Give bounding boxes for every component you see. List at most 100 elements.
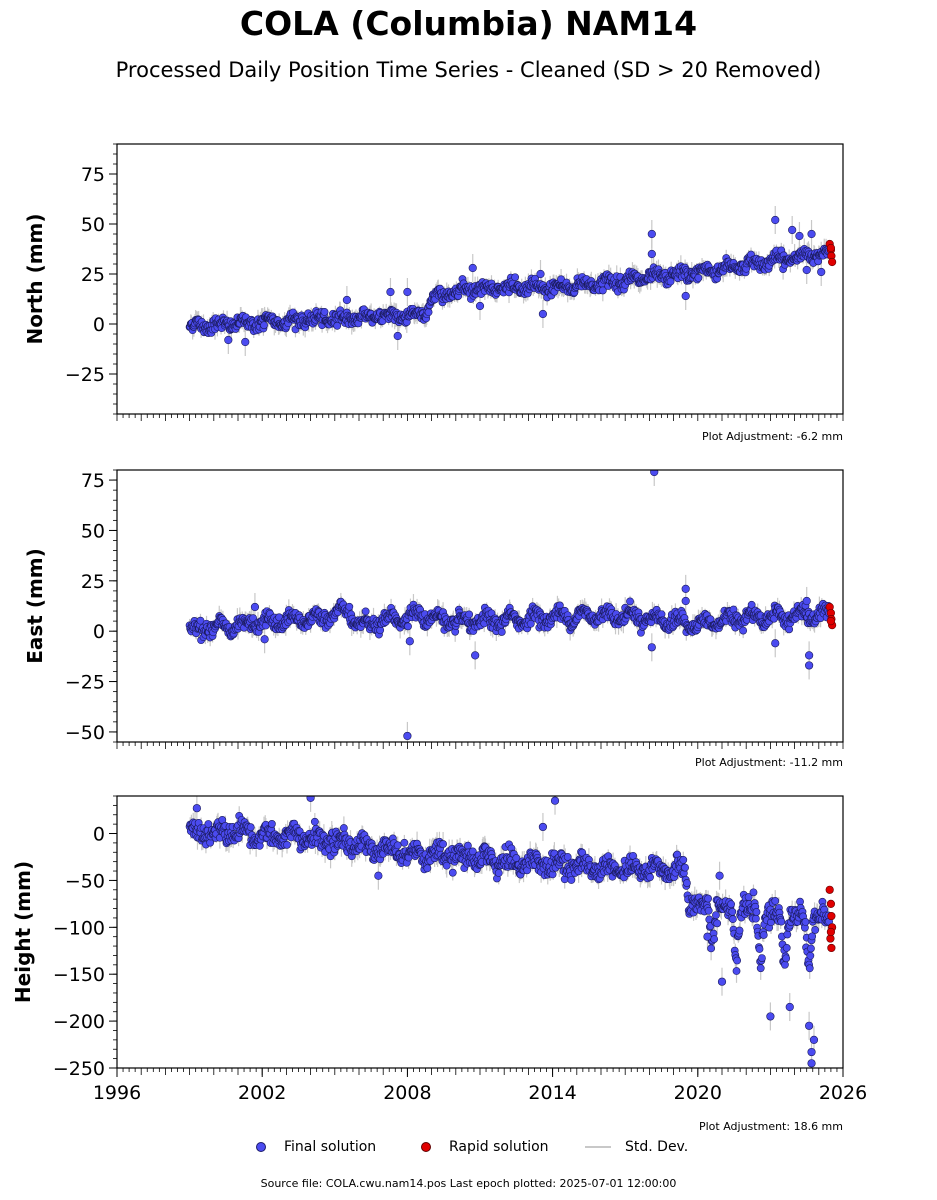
final-solution-point (817, 267, 826, 277)
chart-title: COLA (Columbia) NAM14 (239, 4, 698, 43)
final-solution-point (260, 321, 268, 330)
final-solution-point (403, 731, 412, 741)
final-solution-point (788, 225, 797, 235)
rapid-solution-point (826, 243, 836, 253)
y-tick-label: 50 (81, 214, 105, 236)
plot-adjustment-note: Plot Adjustment: -6.2 mm (702, 430, 843, 443)
x-minor-ticks (116, 414, 844, 421)
final-solution-point (320, 307, 329, 316)
y-ticks: −50 −25 0 25 50 75 (65, 469, 117, 744)
final-solution-point (424, 308, 433, 317)
final-solution-point (681, 584, 690, 593)
y-tick-label: 0 (93, 314, 105, 336)
final-solution-point (795, 231, 804, 241)
final-solution-point (666, 277, 675, 286)
final-solution-points (185, 215, 833, 347)
rapid-solution-point (826, 617, 836, 626)
final-solution-point (260, 635, 269, 644)
final-solution-point (626, 597, 634, 606)
final-solution-point (405, 637, 414, 646)
final-solution-point (802, 596, 811, 606)
final-solution-points (185, 796, 833, 1068)
final-solution-point (339, 824, 348, 832)
final-solution-point (497, 628, 506, 636)
y-tick-label: −50 (65, 722, 105, 744)
final-solution-point (255, 841, 264, 850)
std-dev-bars (189, 470, 827, 742)
final-solution-point (475, 301, 485, 311)
final-solution-point (785, 625, 794, 634)
final-solution-point (802, 265, 811, 275)
final-solution-point (771, 215, 780, 225)
final-solution-point (536, 269, 545, 279)
plot-frame (116, 143, 844, 415)
final-solution-point (807, 229, 816, 239)
final-solution-point (310, 817, 319, 826)
final-solution-point (442, 861, 451, 870)
chart-subtitle: Processed Daily Position Time Series - C… (115, 58, 822, 82)
final-solution-point (598, 286, 607, 295)
final-solution-point (511, 273, 519, 282)
final-solution-point (393, 841, 402, 850)
final-solution-point (376, 626, 385, 635)
y-tick-label: −25 (65, 364, 105, 386)
final-solution-point (494, 869, 503, 877)
final-solution-point (647, 229, 656, 239)
final-solution-point (204, 820, 213, 828)
final-solution-point (400, 838, 409, 847)
y-tick-label: 25 (81, 571, 105, 593)
panel-1: −25 0 25 50 75 North (mm) Plot Adjustment: -6.… (23, 143, 844, 443)
final-solution-point (448, 868, 457, 877)
final-solution-point (386, 287, 395, 297)
final-solution-point (393, 331, 402, 341)
y-tick-label: 75 (81, 470, 105, 492)
final-solution-point (196, 616, 205, 625)
final-solution-point (563, 853, 572, 861)
final-solution-point (681, 596, 690, 606)
rapid-solution-points (825, 602, 837, 630)
plot-adjustment-note: Plot Adjustment: -11.2 mm (695, 756, 843, 769)
final-solution-point (650, 470, 659, 477)
y-tick-label: 50 (81, 520, 105, 542)
final-solution-point (463, 841, 472, 850)
y-axis-label: East (mm) (23, 548, 47, 664)
plot-area (185, 796, 837, 1068)
final-solution-point (526, 619, 535, 628)
final-solution-point (439, 840, 447, 848)
final-solution-point (250, 602, 260, 612)
final-solution-point (403, 287, 412, 297)
final-solution-point (694, 273, 703, 282)
final-solution-point (647, 249, 656, 259)
final-solution-point (241, 337, 250, 347)
final-solution-point (283, 840, 291, 849)
final-solution-point (538, 309, 548, 319)
final-solution-point (267, 820, 276, 828)
rapid-solution-point (828, 257, 837, 267)
panel-2: −50 −25 0 25 50 75 East (mm) Plot Adjustment: -… (23, 469, 844, 769)
final-solution-point (404, 622, 412, 631)
y-ticks: −25 0 25 50 75 (65, 143, 117, 415)
x-minor-ticks (116, 742, 844, 749)
plot-area (185, 206, 837, 356)
y-tick-label: −25 (65, 672, 105, 694)
final-solution-point (739, 626, 748, 635)
y-tick-label: 25 (81, 264, 105, 286)
final-solution-point (345, 602, 354, 611)
final-solution-point (246, 823, 255, 832)
final-solution-point (361, 607, 370, 616)
plot-area (185, 470, 837, 742)
final-solution-point (567, 876, 576, 884)
final-solution-point (465, 610, 474, 619)
y-tick-label: 0 (93, 621, 105, 643)
final-solution-point (423, 864, 432, 873)
final-solution-point (747, 600, 756, 609)
panel-3: 1996 2002 2008 2014 2020 2026−250−200−150−100… (11, 795, 867, 1133)
final-solution-point (771, 639, 780, 648)
final-solution-points (185, 470, 833, 741)
final-solution-point (468, 263, 477, 273)
final-solution-point (471, 651, 480, 660)
final-solution-point (805, 661, 814, 670)
y-axis-label: North (mm) (23, 213, 47, 344)
final-solution-point (681, 291, 690, 301)
